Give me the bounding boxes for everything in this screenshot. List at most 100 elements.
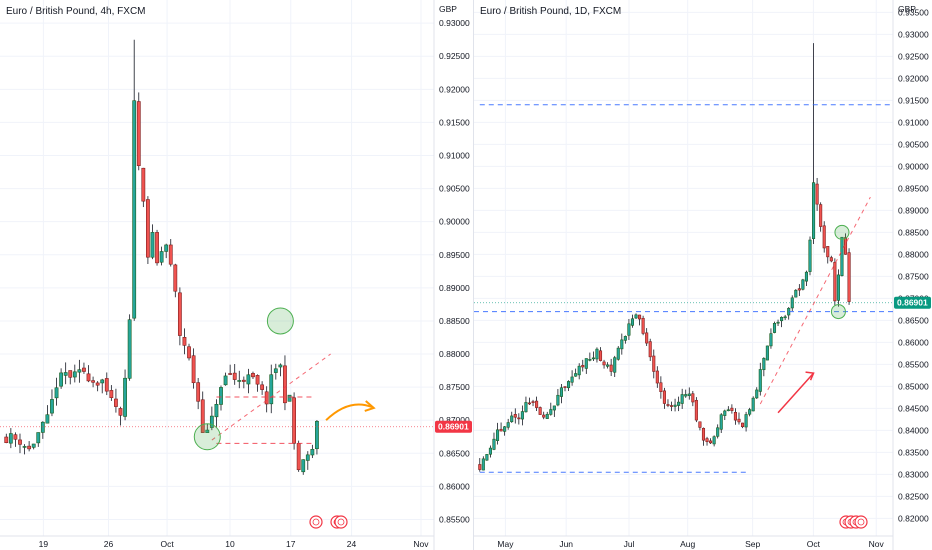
candle-body (701, 427, 706, 441)
candle-body (815, 183, 819, 205)
y-tick-label: 0.93000 (898, 29, 929, 39)
chart-pane-4h[interactable]: GBP 0.93000 0.92500 0.92000 0.91500 0.91000 0.… (0, 0, 473, 550)
candle-body (563, 386, 567, 388)
candle-body (260, 384, 265, 390)
candle-body (598, 350, 603, 361)
candle-body (292, 397, 296, 444)
event-flag-icon-inner (337, 518, 345, 526)
candle-body (659, 382, 663, 392)
annotations (474, 104, 893, 473)
trendline (211, 353, 331, 441)
candle-body (630, 318, 635, 326)
candle-body (527, 402, 532, 405)
candle-body (517, 417, 521, 420)
chart-legend: Euro / British Pound, 4h, FXCM (6, 6, 146, 17)
arrow-head (364, 400, 376, 412)
price-axis-bg (893, 0, 932, 550)
candle-body (237, 380, 242, 382)
candle-body (155, 232, 159, 264)
candle-body (591, 357, 595, 360)
y-tick-label: 0.87000 (439, 415, 470, 425)
y-tick-label: 0.88500 (898, 227, 929, 237)
y-tick-label: 0.88000 (439, 349, 470, 359)
candle-body (751, 397, 755, 412)
y-tick-label: 0.89500 (439, 250, 470, 260)
candle-body (588, 359, 592, 361)
y-tick-label: 0.93500 (898, 7, 929, 17)
candle-body (123, 377, 127, 417)
candle-body (716, 427, 720, 437)
candle-body (602, 361, 606, 366)
candles (478, 43, 851, 472)
candle-body (40, 421, 45, 433)
y-tick-label: 0.89000 (898, 205, 929, 215)
event-flag-icon (854, 515, 868, 529)
candle-body (223, 375, 228, 386)
candle-body (283, 365, 287, 404)
candle-body (808, 239, 812, 272)
candle-body (296, 443, 301, 471)
candle-body (819, 204, 823, 227)
candle-body (177, 292, 182, 336)
y-tick-label: 0.91000 (439, 151, 470, 161)
candle-body (719, 414, 723, 430)
candle-body (847, 252, 851, 302)
y-tick-label: 0.90500 (898, 139, 929, 149)
candle-body (609, 364, 613, 372)
candle-body (570, 376, 574, 383)
candle-body (567, 381, 571, 389)
candle-body (164, 244, 169, 252)
y-tick-label: 0.86500 (898, 315, 929, 325)
candle-body (269, 374, 274, 405)
candle-body (648, 341, 652, 358)
candle-body (687, 393, 691, 396)
candle-body (680, 394, 684, 404)
candle-body (255, 375, 260, 385)
candle-body (187, 346, 191, 359)
candle-body (762, 358, 766, 371)
y-tick-label: 0.93000 (439, 18, 470, 28)
candle-body (652, 355, 656, 372)
y-tick-label: 0.82000 (898, 513, 929, 523)
chart-pane-1d[interactable]: GBP 0.93500 0.93000 0.92500 0.92000 0.91500 0.… (473, 0, 932, 550)
candle-body (794, 289, 798, 298)
y-tick-label: 0.92000 (439, 84, 470, 94)
x-tick-label: 26 (104, 539, 114, 549)
candle-body (251, 373, 255, 378)
chart-grid (474, 0, 893, 536)
candle-body (812, 182, 816, 239)
candle-body (118, 408, 123, 416)
circle-marker (193, 423, 221, 451)
candle-body (840, 236, 844, 277)
candle-body (833, 262, 837, 302)
candle-body (822, 225, 826, 249)
candle-body (305, 454, 310, 461)
y-tick-label: 0.89000 (439, 283, 470, 293)
candle-body (503, 426, 507, 432)
candle-body (72, 371, 77, 378)
candle-body (182, 337, 187, 346)
candle-body (86, 373, 91, 382)
candle-body (684, 394, 688, 397)
candle-body (31, 443, 36, 448)
candle-body (730, 407, 734, 411)
candle-body (698, 421, 702, 428)
candle-body (264, 391, 269, 405)
candle-body (109, 390, 114, 398)
chart-4h-svg[interactable]: GBP 0.93000 0.92500 0.92000 0.91500 0.91000 0.… (0, 0, 473, 550)
candle-body (758, 369, 762, 392)
y-tick-label: 0.90500 (439, 184, 470, 194)
y-tick-label: 0.91500 (898, 95, 929, 105)
candle-body (287, 394, 292, 402)
x-tick-label: Jul (624, 539, 635, 549)
y-tick-label: 0.85500 (898, 359, 929, 369)
candle-body (488, 447, 492, 455)
y-tick-label: 0.85000 (898, 381, 929, 391)
candle-body (100, 379, 105, 384)
candle-body (627, 323, 631, 336)
candle-body (146, 199, 150, 258)
candle-body (173, 264, 178, 292)
y-tick-label: 0.86000 (898, 337, 929, 347)
last-price-tag: 0.86901 (435, 420, 472, 433)
